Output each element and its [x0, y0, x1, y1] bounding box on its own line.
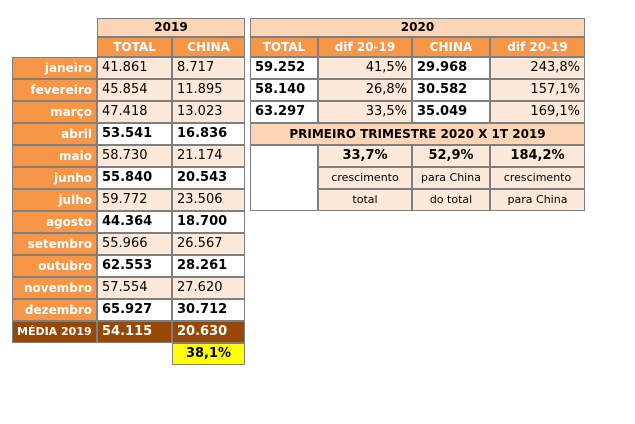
value-cell: 41.861	[97, 57, 172, 79]
value-cell: 26,8%	[318, 79, 412, 101]
value-cell: 21.174	[172, 145, 245, 167]
value-cell: 63.297	[250, 101, 318, 123]
value-cell: 29.968	[412, 57, 490, 79]
value-cell: 26.567	[172, 233, 245, 255]
value-cell: 27.620	[172, 277, 245, 299]
summary-caption: total	[318, 189, 412, 211]
summary-caption: do total	[412, 189, 490, 211]
value-cell: 45.854	[97, 79, 172, 101]
month-label: março	[12, 101, 97, 123]
month-label: junho	[12, 167, 97, 189]
month-label: janeiro	[12, 57, 97, 79]
summary-value: 184,2%	[490, 145, 585, 167]
value-cell: 58.140	[250, 79, 318, 101]
value-cell: 65.927	[97, 299, 172, 321]
value-cell: 58.730	[97, 145, 172, 167]
value-cell: 169,1%	[490, 101, 585, 123]
year-header: 2020	[250, 18, 585, 37]
value-cell: 18.700	[172, 211, 245, 233]
average-value: 54.115	[97, 321, 172, 343]
month-label: novembro	[12, 277, 97, 299]
value-cell: 11.895	[172, 79, 245, 101]
value-cell: 16.836	[172, 123, 245, 145]
column-header: CHINA	[172, 37, 245, 57]
year-header: 2019	[97, 18, 245, 37]
china-share: 38,1%	[172, 343, 245, 365]
value-cell: 55.966	[97, 233, 172, 255]
value-cell: 243,8%	[490, 57, 585, 79]
value-cell: 157,1%	[490, 79, 585, 101]
value-cell: 33,5%	[318, 101, 412, 123]
value-cell: 59.252	[250, 57, 318, 79]
empty-cell	[250, 145, 318, 211]
month-label: julho	[12, 189, 97, 211]
month-label: maio	[12, 145, 97, 167]
month-label: agosto	[12, 211, 97, 233]
column-header: dif 20-19	[318, 37, 412, 57]
value-cell: 53.541	[97, 123, 172, 145]
summary-value: 52,9%	[412, 145, 490, 167]
value-cell: 55.840	[97, 167, 172, 189]
month-label: outubro	[12, 255, 97, 277]
month-label: abril	[12, 123, 97, 145]
month-label: fevereiro	[12, 79, 97, 101]
summary-caption: para China	[412, 167, 490, 189]
value-cell: 47.418	[97, 101, 172, 123]
value-cell: 30.582	[412, 79, 490, 101]
value-cell: 59.772	[97, 189, 172, 211]
column-header: TOTAL	[97, 37, 172, 57]
value-cell: 30.712	[172, 299, 245, 321]
value-cell: 28.261	[172, 255, 245, 277]
summary-caption: crescimento	[490, 167, 585, 189]
month-label: setembro	[12, 233, 97, 255]
value-cell: 13.023	[172, 101, 245, 123]
column-header: TOTAL	[250, 37, 318, 57]
value-cell: 41,5%	[318, 57, 412, 79]
summary-title: PRIMEIRO TRIMESTRE 2020 X 1T 2019	[250, 123, 585, 145]
average-value: 20.630	[172, 321, 245, 343]
value-cell: 35.049	[412, 101, 490, 123]
value-cell: 8.717	[172, 57, 245, 79]
value-cell: 62.553	[97, 255, 172, 277]
summary-caption: crescimento	[318, 167, 412, 189]
value-cell: 57.554	[97, 277, 172, 299]
value-cell: 23.506	[172, 189, 245, 211]
average-label: MÉDIA 2019	[12, 321, 97, 343]
summary-value: 33,7%	[318, 145, 412, 167]
value-cell: 20.543	[172, 167, 245, 189]
column-header: dif 20-19	[490, 37, 585, 57]
summary-caption: para China	[490, 189, 585, 211]
column-header: CHINA	[412, 37, 490, 57]
value-cell: 44.364	[97, 211, 172, 233]
month-label: dezembro	[12, 299, 97, 321]
